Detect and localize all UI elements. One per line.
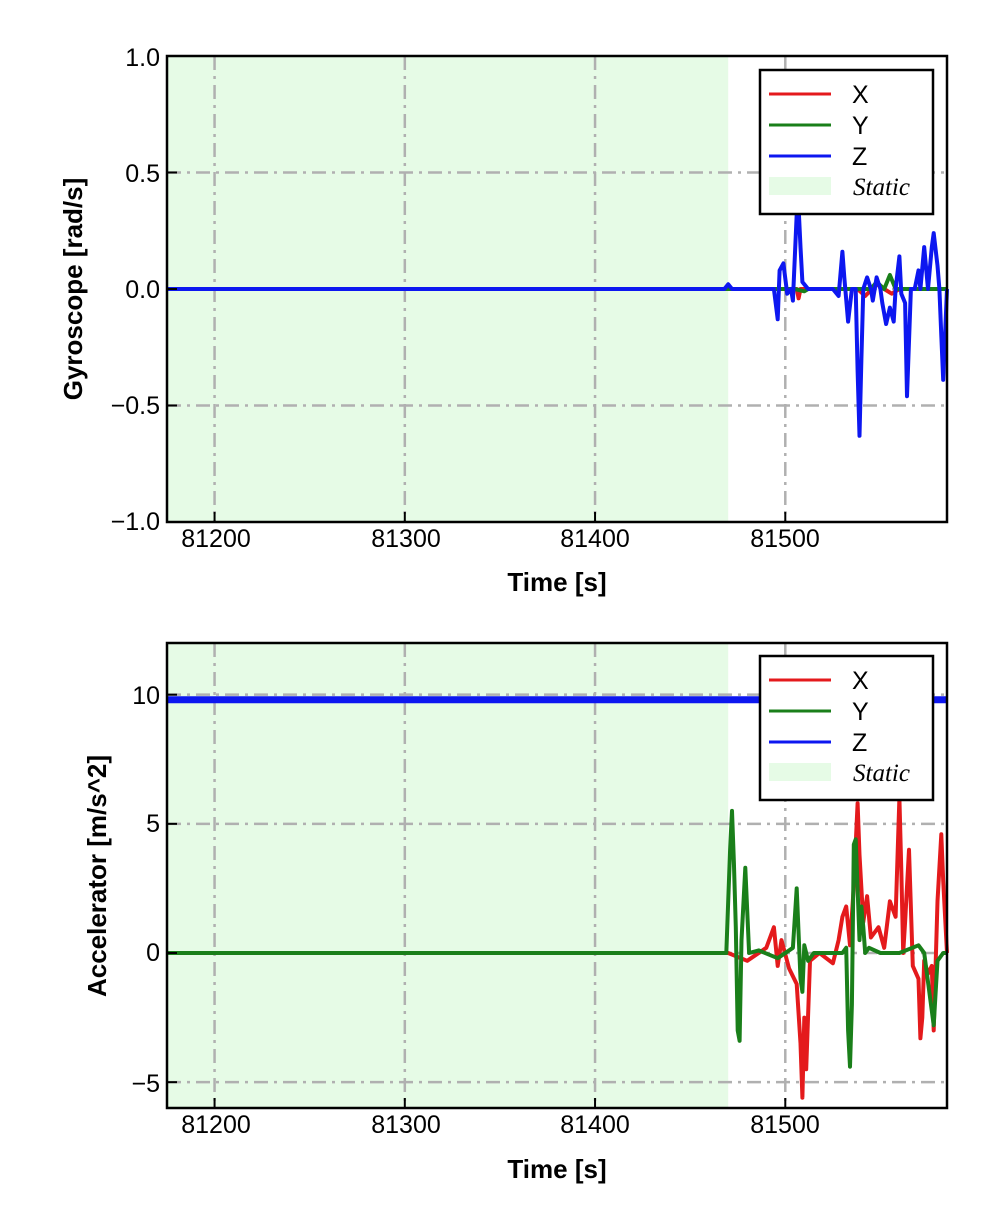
ytick-label: 0.5 (125, 160, 160, 188)
legend: X Y Z Static (758, 68, 935, 216)
legend-swatch-static (769, 177, 831, 195)
accelerator-panel: −5 0 5 10 81200 81300 81400 81500 Time [… (82, 641, 949, 1184)
xtick-label: 81200 (181, 1111, 251, 1139)
xtick-label: 81200 (181, 525, 251, 553)
legend-label-x: X (852, 667, 869, 695)
ytick-label: 0 (146, 939, 160, 967)
legend-label-x: X (852, 81, 869, 109)
series-line-z (167, 205, 949, 438)
legend-label-z: Z (852, 143, 867, 171)
legend-label-z: Z (852, 729, 867, 757)
ytick-label: 5 (146, 810, 160, 838)
xtick-label: 81400 (560, 1111, 630, 1139)
xtick-label: 81500 (750, 1111, 820, 1139)
x-axis-label: Time [s] (507, 1154, 606, 1184)
ytick-label: −5 (131, 1070, 160, 1098)
ytick-label: −0.5 (111, 392, 160, 420)
tick-marks (167, 55, 787, 523)
ytick-label: 0.0 (125, 276, 160, 304)
legend-swatch-static (769, 763, 831, 781)
xtick-label: 81300 (371, 525, 441, 553)
x-axis-label: Time [s] (507, 567, 606, 597)
ytick-label: 1.0 (125, 44, 160, 72)
tick-marks (167, 693, 787, 1108)
legend-label-static: Static (853, 174, 910, 201)
plot-frame (165, 641, 949, 1110)
legend-label-y: Y (852, 112, 869, 140)
series-line-y (167, 808, 947, 1069)
series-lines (167, 205, 949, 438)
y-axis-label: Gyroscope [rad/s] (58, 178, 88, 401)
legend: X Y Z Static (758, 654, 935, 802)
legend-label-static: Static (853, 760, 910, 787)
xtick-label: 81400 (560, 525, 630, 553)
legend-label-y: Y (852, 698, 869, 726)
y-axis-label: Accelerator [m/s^2] (82, 755, 112, 997)
ytick-label: 10 (132, 682, 160, 710)
xtick-label: 81500 (750, 525, 820, 553)
ytick-label: −1.0 (111, 508, 160, 536)
static-region-shading (167, 643, 729, 1108)
gyroscope-panel: 1.0 0.5 0.0 −0.5 −1.0 81200 81300 81400 … (58, 44, 949, 597)
xtick-label: 81300 (371, 1111, 441, 1139)
